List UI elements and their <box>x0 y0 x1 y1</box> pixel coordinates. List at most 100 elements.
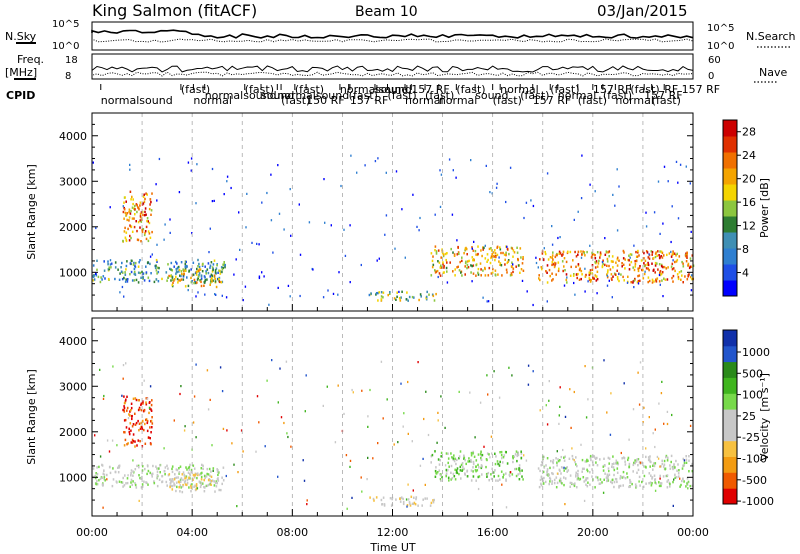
echo-cell <box>458 472 460 476</box>
echo-cell <box>399 497 401 501</box>
echo-cell <box>189 472 191 476</box>
cpid-mode-label: (fast) <box>578 94 607 107</box>
echo-cell <box>671 276 673 280</box>
echo-cell <box>497 273 499 276</box>
echo-cell <box>490 249 493 252</box>
echo-cell <box>150 213 152 216</box>
echo-cell <box>196 281 198 284</box>
echo-cell <box>200 472 202 475</box>
echo-cell <box>178 270 180 273</box>
echo-cell <box>187 284 190 288</box>
echo-cell <box>469 391 471 394</box>
echo-cell <box>389 497 392 500</box>
echo-cell <box>647 280 649 284</box>
echo-cell <box>146 419 149 423</box>
echo-cell <box>661 256 664 259</box>
echo-cell <box>145 213 147 216</box>
echo-cell <box>453 254 456 257</box>
echo-cell <box>650 474 652 477</box>
echo-cell <box>196 487 199 490</box>
echo-cell <box>139 440 141 443</box>
echo-cell <box>671 413 673 417</box>
echo-cell <box>470 271 472 274</box>
echo-cell <box>139 215 142 218</box>
echo-cell <box>180 385 182 388</box>
echo-cell <box>651 262 653 265</box>
echo-cell <box>130 441 133 444</box>
echo-cell <box>458 390 460 393</box>
echo-cell <box>96 483 99 486</box>
echo-cell <box>659 465 661 468</box>
echo-cell <box>167 467 169 470</box>
echo-cell <box>612 455 614 458</box>
echo-cell <box>527 383 530 386</box>
echo-cell <box>673 252 676 255</box>
echo-cell <box>208 251 210 254</box>
echo-cell <box>551 482 553 485</box>
echo-cell <box>578 268 581 272</box>
echo-cell <box>559 480 561 484</box>
echo-cell <box>562 250 565 253</box>
echo-cell <box>539 409 541 412</box>
echo-cell <box>130 469 133 472</box>
echo-cell <box>145 265 147 268</box>
echo-cell <box>621 476 624 479</box>
echo-cell <box>213 480 215 483</box>
echo-cell <box>146 217 149 220</box>
echo-cell <box>660 482 663 485</box>
echo-cell <box>682 457 685 461</box>
echo-cell <box>460 477 462 480</box>
echo-cell <box>675 476 678 479</box>
echo-cell <box>601 265 604 269</box>
echo-cell <box>505 200 507 204</box>
echo-cell <box>586 250 588 254</box>
echo-cell <box>200 284 203 288</box>
power-time-gridlines <box>141 113 644 311</box>
echo-cell <box>658 263 661 266</box>
echo-cell <box>205 270 207 273</box>
echo-cell <box>683 459 686 462</box>
echo-cell <box>650 250 653 253</box>
echo-cell <box>470 159 472 162</box>
echo-cell <box>407 432 409 435</box>
echo-cell <box>563 257 566 260</box>
echo-cell <box>224 266 226 269</box>
echo-cell <box>196 278 199 281</box>
echo-cell <box>225 296 228 299</box>
echo-cell <box>133 261 135 265</box>
echo-cell <box>457 265 459 268</box>
echo-cell <box>662 465 665 468</box>
echo-cell <box>196 267 198 271</box>
echo-cell <box>472 475 475 478</box>
echo-cell <box>129 168 131 171</box>
time-tick-label: 12:00 <box>377 526 409 539</box>
echo-cell <box>123 419 126 422</box>
echo-cell <box>439 473 442 476</box>
echo-cell <box>124 418 127 422</box>
colorbar-tick-label: -1000 <box>742 495 774 508</box>
echo-cell <box>573 281 575 285</box>
echo-cell <box>634 265 636 268</box>
echo-cell <box>466 470 468 473</box>
echo-cell <box>672 504 674 507</box>
echo-cell <box>522 478 524 481</box>
echo-cell <box>670 460 672 464</box>
echo-cell <box>332 292 335 295</box>
echo-cell <box>130 236 132 240</box>
echo-cell <box>493 370 495 373</box>
echo-cell <box>407 498 410 501</box>
echo-cell <box>431 453 434 457</box>
echo-cell <box>492 267 494 271</box>
echo-cell <box>185 476 187 480</box>
echo-cell <box>368 293 371 297</box>
echo-cell <box>92 264 95 267</box>
echo-cell <box>624 463 627 466</box>
freq-units: [MHz] <box>5 66 37 79</box>
echo-cell <box>326 385 328 388</box>
echo-cell <box>596 476 599 479</box>
echo-cell <box>543 247 545 250</box>
echo-cell <box>210 470 212 473</box>
echo-cell <box>136 444 138 447</box>
echo-cell <box>540 266 543 269</box>
echo-cell <box>190 490 192 493</box>
